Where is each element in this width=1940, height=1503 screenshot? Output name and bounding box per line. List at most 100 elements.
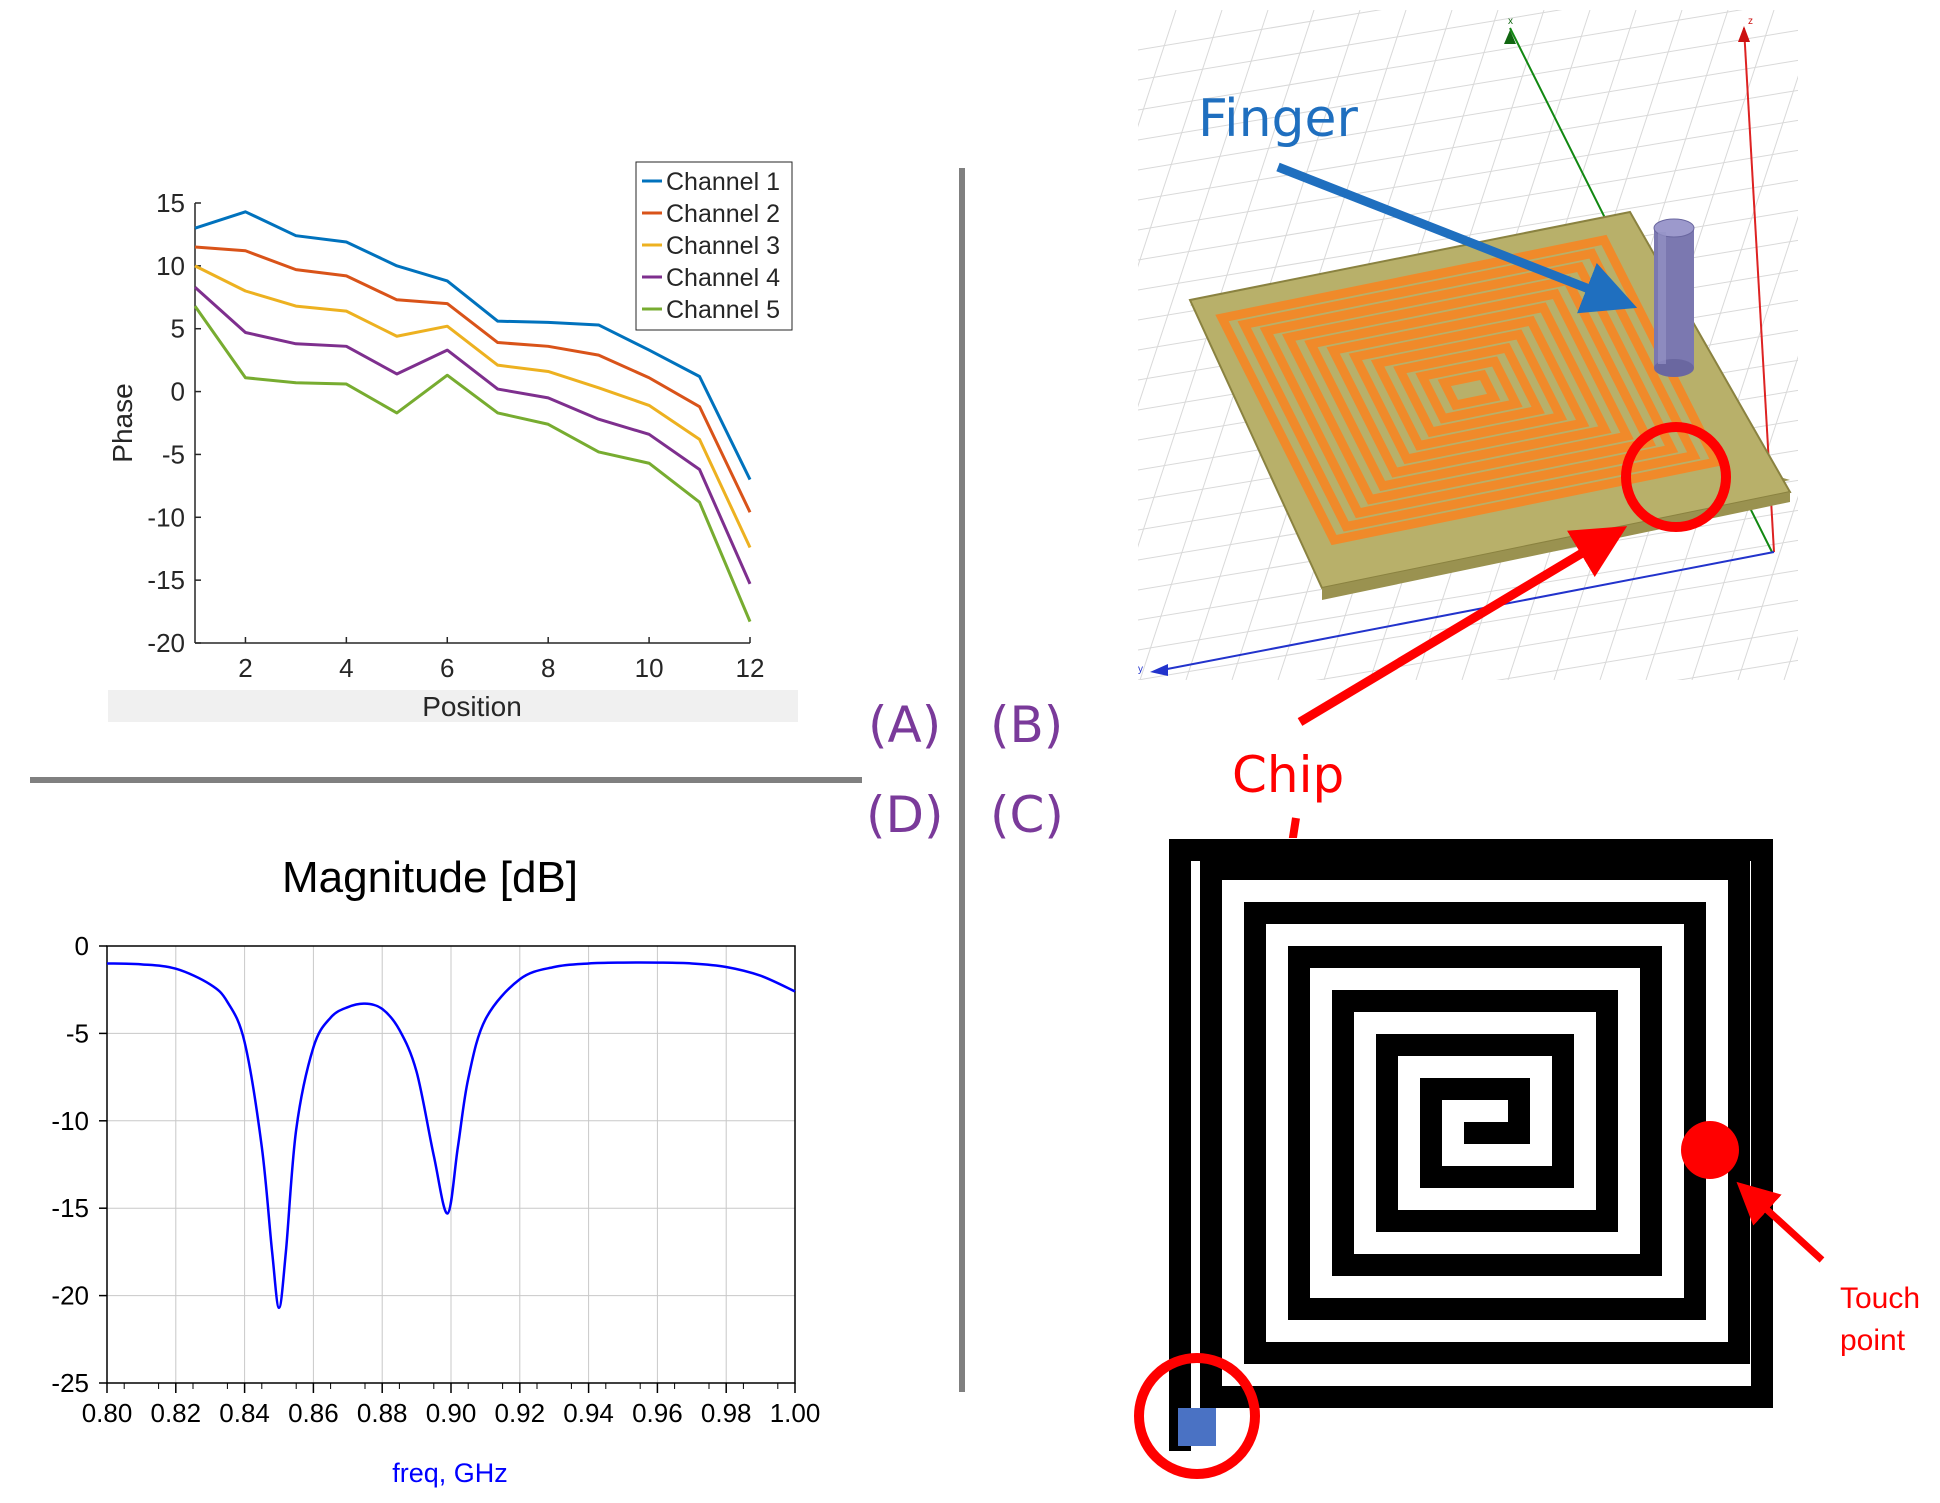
chart-d-x-label: freq, GHz [392, 1458, 508, 1488]
axis-z-arrow-icon [1738, 26, 1750, 42]
chip-highlight-circle-2d [1134, 1353, 1260, 1479]
grid-line [1138, 10, 1743, 111]
grid-line [818, 10, 1038, 680]
coil-trace-3d [1415, 356, 1523, 424]
coil-trace-3d [1215, 234, 1723, 546]
chip-arrow-to-3d [1297, 526, 1628, 726]
magnitude-chart: Magnitude [dB] 0.80 0.82 0.84 0.86 0.88 0.90 0… [51, 853, 820, 1488]
chart-a-series-line-1 [194, 210, 752, 481]
chart-d-series-group [106, 961, 796, 1310]
grid-line [1138, 59, 1798, 171]
grid-line [1496, 629, 1798, 680]
grid-line [1691, 355, 1798, 680]
planar-spiral: Touch point [1134, 838, 1920, 1479]
chart-a-x-tick-label: 8 [541, 653, 555, 683]
grid-line [1138, 89, 1798, 201]
touch-point-marker [1681, 1121, 1739, 1179]
spiral-coil-2d [1169, 839, 1773, 1451]
grid-line [1876, 10, 1940, 680]
chart-a-strip [108, 690, 798, 722]
chart-a-y-tick-label: -5 [162, 439, 185, 469]
chart-a-x-tick-label: 6 [440, 653, 454, 683]
grid-line [1138, 10, 1315, 548]
coil-trace-3d [1237, 248, 1701, 532]
grid-line [1138, 149, 1798, 261]
chart-a-series-line-3 [194, 264, 752, 549]
chart-d-y-tick-label: -25 [51, 1368, 89, 1398]
coil-trace-3d [1393, 342, 1545, 438]
spiral-trace [1169, 839, 1773, 1451]
axis-y-glyph: y [1138, 664, 1143, 675]
chart-d-x-tick-label: 0.88 [357, 1398, 408, 1428]
chart-a-legend-label: Channel 4 [666, 264, 780, 292]
grid-line [1645, 215, 1798, 680]
chart-a-legend-label: Channel 5 [666, 296, 780, 324]
coil-trace-3d [1348, 315, 1590, 465]
chart-a-y-tick-label: 0 [171, 377, 185, 407]
chart-a-x-tick-label: 2 [238, 653, 252, 683]
coil-trace-3d [1370, 329, 1568, 451]
grid-line [1138, 29, 1798, 141]
coil-trace-3d [1282, 275, 1656, 505]
chart-d-y-tick-label: -20 [51, 1281, 89, 1311]
chart-a-legend-label: Channel 2 [666, 200, 780, 228]
touch-point-label-line1: Touch [1840, 1282, 1920, 1315]
chart-a-y-tick-label: -10 [147, 502, 185, 532]
chart-a-series-line-2 [194, 245, 752, 513]
panel-label-d: (D) [866, 786, 944, 844]
chart-d-y-tick-label: 0 [75, 931, 89, 961]
chart-a-series-line-4 [193, 286, 752, 585]
grid-line [1138, 10, 1269, 408]
chart-d-y-tick-label: -10 [51, 1106, 89, 1136]
chip-highlight-circle-3d [1621, 422, 1731, 532]
chart-a-legend-label: Channel 3 [666, 232, 780, 260]
touch-point-label-line2: point [1840, 1324, 1906, 1357]
chart-a-series-group [193, 210, 752, 623]
grid-line [726, 10, 946, 680]
grid-line [1138, 10, 1563, 81]
grid-line [1138, 539, 1798, 651]
chart-a-y-tick-label: -20 [147, 628, 185, 658]
chart-a-x-tick-label: 12 [736, 653, 765, 683]
coil-antenna-3d [1215, 234, 1723, 546]
chip-square-2d [1178, 1408, 1216, 1446]
chart-d-x-tick-label: 0.86 [288, 1398, 339, 1428]
grid-line [864, 10, 1084, 680]
chart-a-y-tick-label: -15 [147, 565, 185, 595]
chart-d-y-tick-label: -15 [51, 1193, 89, 1223]
chart-a-y-label: Phase [107, 383, 138, 462]
grid-line [1138, 179, 1798, 291]
chart-d-x-tick-label: 0.90 [426, 1398, 477, 1428]
grid-line [1138, 10, 1223, 268]
axis-y-arrow-icon [1150, 664, 1168, 676]
chart-d-grid [106, 945, 796, 1384]
axis-z-glyph: z [1748, 16, 1753, 27]
simulation-model: x z y Finger [726, 10, 1940, 680]
coil-trace-3d [1326, 302, 1612, 478]
chart-a-legend-label: Channel 1 [666, 168, 780, 196]
panel-label-c: (C) [990, 786, 1064, 844]
grid-line [1676, 659, 1798, 680]
chart-d-series-line-1 [106, 961, 796, 1310]
chart-d-x-tick-label: 0.84 [219, 1398, 270, 1428]
chart-d-axes: 0.80 0.82 0.84 0.86 0.88 0.90 0.92 0.94 0.96 0.98… [51, 931, 820, 1428]
panel-label-a: (A) [868, 696, 942, 754]
chart-d-y-tick-label: -5 [66, 1018, 89, 1048]
coil-trace-3d [1304, 288, 1634, 492]
substrate-side [1322, 492, 1790, 600]
chart-a-x-tick-label: 4 [339, 653, 353, 683]
chart-d-x-tick-label: 0.92 [494, 1398, 545, 1428]
chart-a-x-tick-label: 10 [635, 653, 664, 683]
chart-a-y-tick-label: 10 [156, 251, 185, 281]
grid-line [1138, 119, 1798, 231]
chart-d-x-tick-label: 0.96 [632, 1398, 683, 1428]
coil-trace-3d [1437, 369, 1501, 411]
chart-d-x-tick-label: 0.82 [150, 1398, 201, 1428]
axis-x-glyph: x [1508, 16, 1513, 27]
finger-cylinder [1653, 218, 1695, 377]
grid-line [1138, 10, 1382, 51]
chart-a-axes: 2 4 6 8 10 12 15 10 5 0 -5 -10 -15 -20 [147, 188, 764, 683]
chart-a-x-label: Position [422, 691, 522, 722]
grid-line [1315, 599, 1798, 680]
chart-d-title: Magnitude [dB] [282, 853, 578, 902]
